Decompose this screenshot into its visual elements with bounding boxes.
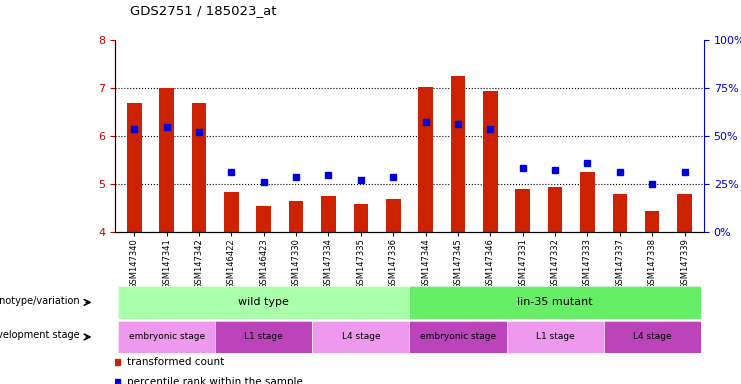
Text: L4 stage: L4 stage xyxy=(342,333,380,341)
Bar xyxy=(677,194,692,232)
Bar xyxy=(256,206,271,232)
Bar xyxy=(386,199,400,232)
Bar xyxy=(224,192,239,232)
Bar xyxy=(548,187,562,232)
Text: development stage: development stage xyxy=(0,330,80,340)
Text: L1 stage: L1 stage xyxy=(536,333,574,341)
Bar xyxy=(127,103,142,232)
Bar xyxy=(580,172,595,232)
Bar xyxy=(451,76,465,232)
Bar xyxy=(353,204,368,232)
Text: genotype/variation: genotype/variation xyxy=(0,296,80,306)
Bar xyxy=(159,88,174,232)
Bar xyxy=(289,201,303,232)
Text: embryonic stage: embryonic stage xyxy=(129,333,205,341)
Bar xyxy=(419,87,433,232)
Text: L1 stage: L1 stage xyxy=(245,333,283,341)
Bar xyxy=(645,211,659,232)
Bar xyxy=(192,103,206,232)
Bar xyxy=(516,189,530,232)
Bar xyxy=(321,196,336,232)
Text: lin-35 mutant: lin-35 mutant xyxy=(517,297,593,308)
Text: GDS2751 / 185023_at: GDS2751 / 185023_at xyxy=(130,4,276,17)
Text: percentile rank within the sample: percentile rank within the sample xyxy=(127,377,303,384)
Bar xyxy=(613,194,627,232)
Text: wild type: wild type xyxy=(239,297,289,308)
Bar xyxy=(483,91,498,232)
Text: embryonic stage: embryonic stage xyxy=(420,333,496,341)
Text: L4 stage: L4 stage xyxy=(633,333,671,341)
Text: transformed count: transformed count xyxy=(127,357,225,367)
